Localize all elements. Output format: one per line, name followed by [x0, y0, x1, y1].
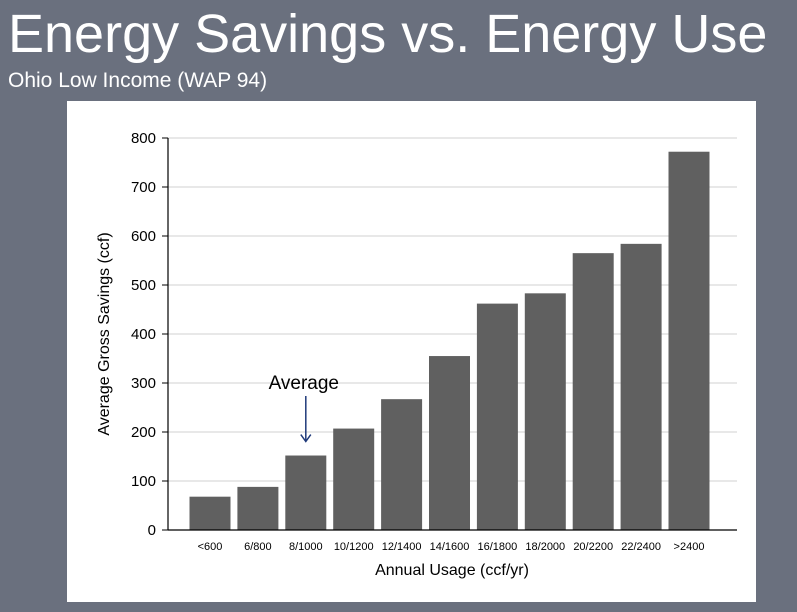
bar-chart: 0 100 200 300 400 500 600 700 800 <600 6/800 8/100…	[96, 130, 737, 579]
bar	[572, 253, 614, 530]
bar	[285, 455, 327, 530]
y-tick-label: 100	[131, 473, 156, 490]
slide-subtitle: Ohio Low Income (WAP 94)	[8, 69, 268, 92]
x-ticks: <600 6/800 8/1000 10/1200 12/1400 14/1600 16/1…	[198, 541, 705, 553]
bar	[668, 151, 710, 530]
x-tick-label: 18/2000	[525, 541, 565, 553]
y-tick-label: 200	[131, 424, 156, 441]
x-tick-label: 8/1000	[289, 541, 323, 553]
x-tick-label: 12/1400	[382, 541, 422, 553]
bar	[333, 428, 375, 530]
y-tick-label: 300	[131, 375, 156, 392]
bar	[429, 356, 470, 530]
y-ticks: 0 100 200 300 400 500 600 700 800	[131, 130, 168, 539]
chart-panel: 0 100 200 300 400 500 600 700 800 <600 6/800 8/100…	[67, 101, 756, 602]
x-tick-label: 22/2400	[621, 541, 661, 553]
bar	[476, 303, 518, 530]
bar	[381, 399, 423, 530]
annotations: Average	[269, 373, 339, 443]
bar	[620, 243, 662, 530]
bar	[524, 293, 566, 530]
slide-title: Energy Savings vs. Energy Use	[8, 4, 768, 64]
x-tick-label: 10/1200	[334, 541, 374, 553]
x-axis-label: Annual Usage (ccf/yr)	[375, 562, 529, 579]
y-axis-label: Average Gross Savings (ccf)	[96, 232, 113, 435]
bar	[237, 486, 279, 530]
annotation-label: Average	[269, 373, 339, 394]
x-tick-label: 20/2200	[573, 541, 613, 553]
bars	[189, 151, 710, 530]
y-tick-label: 500	[131, 277, 156, 294]
x-tick-label: <600	[198, 541, 223, 553]
x-tick-label: 16/1800	[478, 541, 518, 553]
y-tick-label: 700	[131, 179, 156, 196]
bar	[189, 496, 231, 530]
y-tick-label: 800	[131, 130, 156, 147]
annotation-arrow-head	[300, 434, 312, 443]
y-tick-label: 400	[131, 326, 156, 343]
x-tick-label: 6/800	[244, 541, 272, 553]
y-tick-label: 600	[131, 228, 156, 245]
y-tick-label: 0	[148, 522, 156, 539]
x-tick-label: 14/1600	[430, 541, 470, 553]
x-tick-label: >2400	[674, 541, 705, 553]
